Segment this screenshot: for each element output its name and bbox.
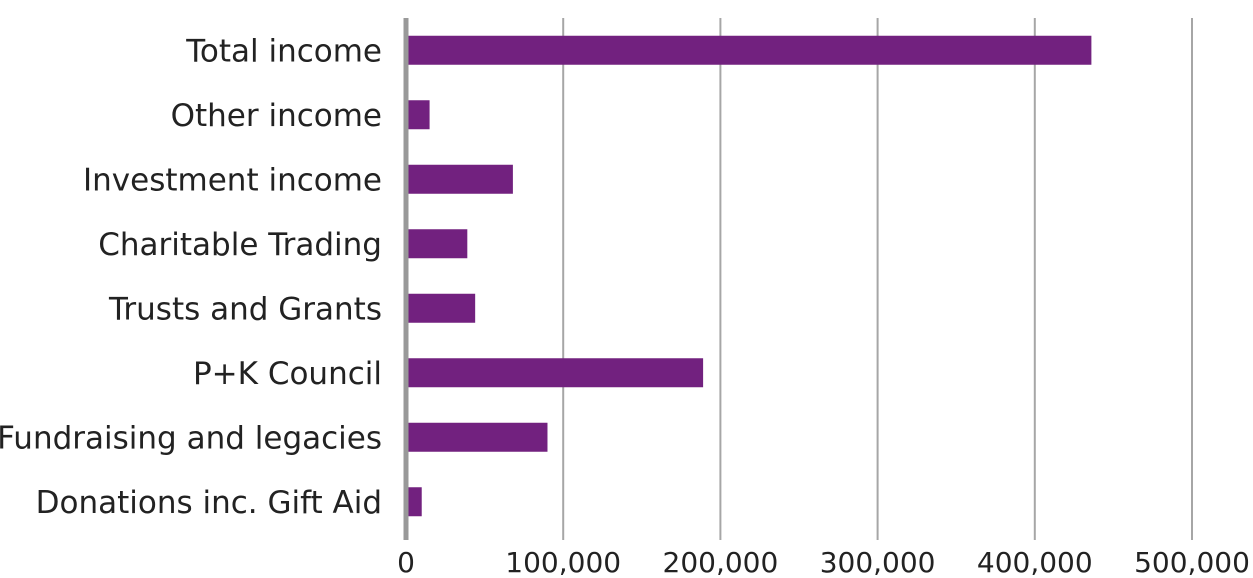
- x-tick-label: 300,000: [820, 546, 936, 578]
- category-label: Other income: [171, 98, 382, 134]
- x-tick-label: 200,000: [663, 546, 779, 578]
- bar: [406, 229, 468, 259]
- x-tick-label: 100,000: [505, 546, 621, 578]
- x-tick-label: 500,000: [1134, 546, 1250, 578]
- bar: [406, 164, 513, 194]
- bar: [406, 100, 430, 130]
- bar: [406, 293, 476, 323]
- category-label: Total income: [185, 33, 382, 69]
- category-label: Trusts and Grants: [108, 291, 382, 327]
- category-label: P+K Council: [193, 356, 382, 392]
- bar: [406, 35, 1092, 65]
- bar: [406, 422, 548, 452]
- bar: [406, 487, 422, 517]
- category-label: Charitable Trading: [98, 227, 382, 263]
- category-label: Investment income: [83, 162, 382, 198]
- category-label: Fundraising and legacies: [0, 420, 382, 456]
- bar: [406, 358, 704, 388]
- x-tick-label: 0: [397, 546, 415, 578]
- category-label: Donations inc. Gift Aid: [36, 485, 382, 521]
- x-tick-label: 400,000: [977, 546, 1093, 578]
